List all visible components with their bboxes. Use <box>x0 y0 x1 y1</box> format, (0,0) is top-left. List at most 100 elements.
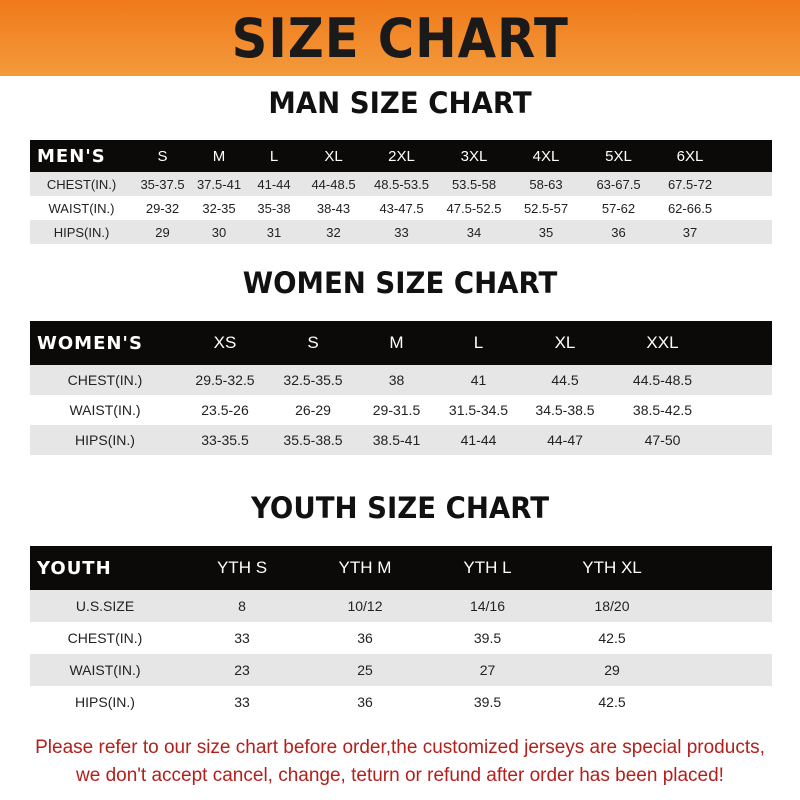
table-cell: 8 <box>238 598 246 614</box>
row-label: CHEST(IN.) <box>67 630 143 646</box>
table-row: WAIST(IN.) 29-32 32-35 35-38 38-43 43-47.5 47.… <box>30 196 772 220</box>
table-cell: 2XL <box>388 147 415 165</box>
table-cell: 41-44 <box>257 176 291 192</box>
table-cell: 38 <box>388 372 405 388</box>
table-cell: XXL <box>646 333 679 352</box>
table-cell: 33 <box>234 630 250 646</box>
table-cell: 32.5-35.5 <box>283 372 343 388</box>
table-cell: 23.5-26 <box>201 402 249 418</box>
table-cell: L <box>269 147 279 165</box>
row-label: U.S.SIZE <box>75 598 135 614</box>
row-label: HIPS(IN.) <box>53 224 110 240</box>
table-cell: 30 <box>211 224 227 240</box>
table-cell: 44.5-48.5 <box>632 372 693 388</box>
table-cell: 29.5-32.5 <box>195 372 255 388</box>
table-cell: 62-66.5 <box>667 200 713 216</box>
table-row: CHEST(IN.) 35-37.5 37.5-41 41-44 44-48.5 48.5… <box>30 172 772 196</box>
row-label: WAIST(IN.) <box>69 402 141 418</box>
table-cell: XL <box>324 147 343 165</box>
table-cell: 39.5 <box>473 694 502 710</box>
table-cell: 4XL <box>532 147 560 165</box>
table-cell: YTH L <box>463 558 512 577</box>
table-cell: 41-44 <box>460 432 497 448</box>
table-cell: 35-38 <box>257 200 291 216</box>
table-cell: 3XL <box>460 147 488 165</box>
table-cell: 36 <box>357 630 373 646</box>
order-notice: Please refer to our size chart before or… <box>0 734 800 790</box>
youth-size-table: YOUTH YTH S YTH M YTH L YTH XL U.S.SIZE 8 10/12… <box>30 546 772 718</box>
table-cell: 25 <box>357 662 373 678</box>
row-label: WAIST(IN.) <box>69 662 141 678</box>
table-cell: 5XL <box>605 147 632 165</box>
table-cell: 35 <box>538 224 554 240</box>
table-cell: 29 <box>155 224 170 240</box>
table-cell: 29 <box>604 662 620 678</box>
table-cell: 58-63 <box>529 176 563 192</box>
table-header-row: MEN'S S M L XL 2XL 3XL 4XL 5XL 6XL <box>30 140 772 172</box>
table-cell: 34 <box>466 224 482 240</box>
youth-title: YOUTH SIZE CHART <box>250 491 550 525</box>
table-cell: 6XL <box>676 147 704 165</box>
row-label: CHEST(IN.) <box>67 372 143 388</box>
table-cell: 42.5 <box>598 694 626 710</box>
table-cell: 29-31.5 <box>372 402 421 418</box>
table-header-row: WOMEN'S XS S M L XL XXL <box>30 321 772 365</box>
table-cell: 48.5-53.5 <box>374 176 429 192</box>
row-label: HIPS(IN.) <box>75 432 135 448</box>
table-row: U.S.SIZE 8 10/12 14/16 18/20 <box>30 590 772 622</box>
table-cell: 37.5-41 <box>196 176 242 192</box>
table-cell: 44-47 <box>547 432 583 448</box>
table-row: HIPS(IN.) 29 30 31 32 33 34 35 36 37 <box>30 220 772 244</box>
banner-title: SIZE CHART <box>231 6 569 70</box>
table-cell: 32-35 <box>202 200 236 216</box>
table-cell: 42.5 <box>598 630 626 646</box>
table-cell: 33 <box>394 224 409 240</box>
table-row: CHEST(IN.) 29.5-32.5 32.5-35.5 38 41 44.5 44.5… <box>30 365 772 395</box>
table-cell: 34.5-38.5 <box>535 402 595 418</box>
row-label: HIPS(IN.) <box>75 694 135 710</box>
row-label: WAIST(IN.) <box>48 200 115 216</box>
row-label: WOMEN'S <box>37 332 143 354</box>
table-row: HIPS(IN.) 33 36 39.5 42.5 <box>30 686 772 718</box>
table-cell: 10/12 <box>347 598 383 614</box>
table-cell: 36 <box>611 224 626 240</box>
table-cell: 44.5 <box>551 372 579 388</box>
table-cell: 33 <box>234 694 250 710</box>
table-cell: S <box>307 333 319 352</box>
notice-line-1: Please refer to our size chart before or… <box>35 737 765 758</box>
table-cell: 44-48.5 <box>311 176 356 192</box>
table-cell: YTH S <box>216 558 268 577</box>
table-row: WAIST(IN.) 23 25 27 29 <box>30 654 772 686</box>
table-cell: S <box>157 147 168 165</box>
table-cell: 43-47.5 <box>379 200 424 216</box>
row-label: YOUTH <box>37 557 112 579</box>
women-title: WOMEN SIZE CHART <box>242 266 558 300</box>
table-cell: M <box>212 147 226 165</box>
table-cell: M <box>389 333 404 352</box>
table-row: CHEST(IN.) 33 36 39.5 42.5 <box>30 622 772 654</box>
table-cell: 35-37.5 <box>140 176 185 192</box>
table-cell: 37 <box>682 224 698 240</box>
table-row: HIPS(IN.) 33-35.5 35.5-38.5 38.5-41 41-44 44-… <box>30 425 772 455</box>
table-cell: 33-35.5 <box>201 432 249 448</box>
table-cell: 38-43 <box>316 200 351 216</box>
row-label: CHEST(IN.) <box>46 176 117 192</box>
table-cell: 47-50 <box>644 432 681 448</box>
table-cell: XL <box>554 333 576 352</box>
table-cell: 18/20 <box>594 598 630 614</box>
table-cell: YTH M <box>338 558 392 577</box>
table-cell: 31.5-34.5 <box>448 402 509 418</box>
table-cell: 67.5-72 <box>667 176 713 192</box>
table-cell: 57-62 <box>601 200 636 216</box>
table-cell: 14/16 <box>469 598 506 614</box>
table-cell: 53.5-58 <box>451 176 497 192</box>
table-cell: 27 <box>479 662 496 678</box>
table-cell: 36 <box>357 694 373 710</box>
table-cell: 38.5-41 <box>372 432 421 448</box>
table-cell: 32 <box>326 224 341 240</box>
table-cell: 47.5-52.5 <box>446 200 502 216</box>
table-cell: L <box>473 333 484 352</box>
table-cell: 38.5-42.5 <box>632 402 693 418</box>
table-cell: 63-67.5 <box>596 176 641 192</box>
table-cell: 39.5 <box>473 630 502 646</box>
